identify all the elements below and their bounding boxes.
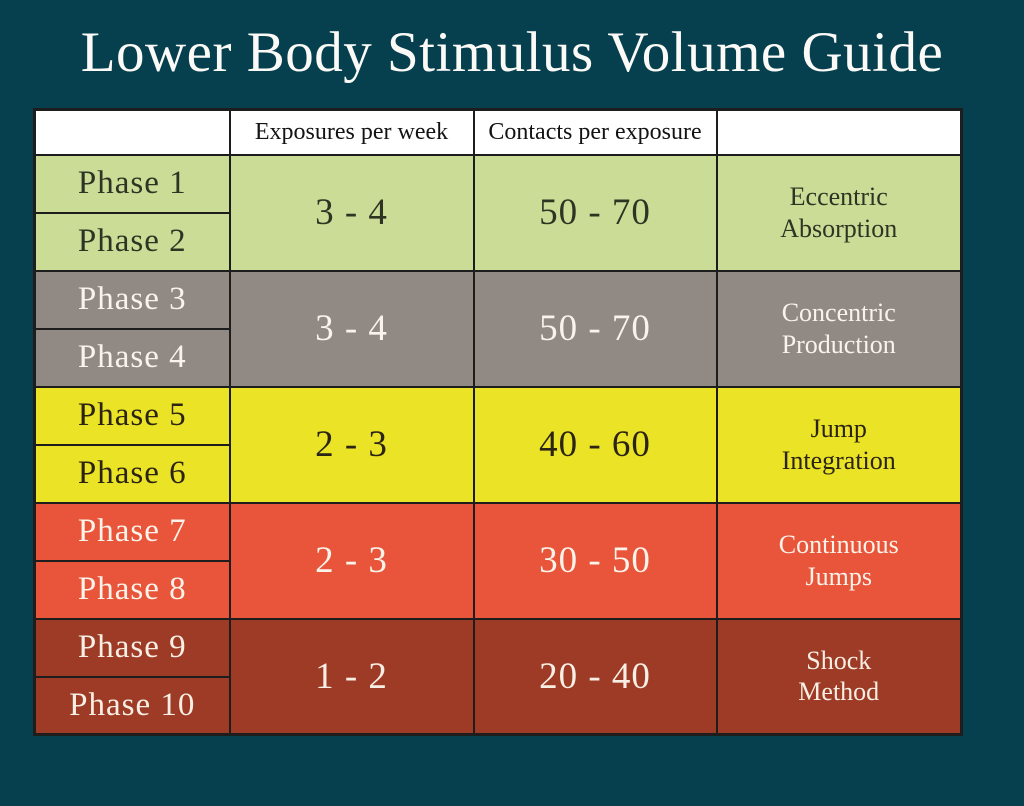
phase-9-cell: Phase 9 bbox=[33, 617, 231, 678]
group-5-method-line-1: Shock bbox=[806, 646, 872, 676]
phase-7-cell: Phase 7 bbox=[33, 501, 231, 562]
group-1-method-line-1: Eccentric bbox=[789, 182, 888, 212]
header-contacts-per-exposure: Contacts per exposure bbox=[472, 108, 718, 156]
group-5-exposures-cell: 1 - 2 bbox=[228, 617, 475, 736]
group-1-exposures-cell: 3 - 4 bbox=[228, 153, 475, 272]
header-method-blank bbox=[715, 108, 963, 156]
group-2-method-cell: Concentric Production bbox=[715, 269, 963, 388]
group-1-row-1: Phase 1 3 - 4 50 - 70 Eccentric Absorpti… bbox=[33, 153, 963, 272]
group-1-contacts-cell: 50 - 70 bbox=[472, 153, 718, 272]
group-3-contacts-cell: 40 - 60 bbox=[472, 385, 718, 504]
phase-5-cell: Phase 5 bbox=[33, 385, 231, 446]
volume-guide-table: Exposures per week Contacts per exposure… bbox=[33, 108, 963, 736]
phase-3-cell: Phase 3 bbox=[33, 269, 231, 330]
group-1-method-line-2: Absorption bbox=[780, 213, 898, 243]
group-5-method-cell: Shock Method bbox=[715, 617, 963, 736]
phase-6-cell: Phase 6 bbox=[33, 443, 231, 504]
group-2-row-1: Phase 3 3 - 4 50 - 70 Concentric Product… bbox=[33, 269, 963, 388]
header-exposures-per-week: Exposures per week bbox=[228, 108, 475, 156]
phase-1-cell: Phase 1 bbox=[33, 153, 231, 214]
group-3-method-cell: Jump Integration bbox=[715, 385, 963, 504]
group-3-method-line-1: Jump bbox=[810, 414, 867, 444]
phase-10-cell: Phase 10 bbox=[33, 675, 231, 736]
group-5-method-line-2: Method bbox=[798, 677, 880, 707]
phase-4-cell: Phase 4 bbox=[33, 327, 231, 388]
group-4-method-cell: Continuous Jumps bbox=[715, 501, 963, 620]
page-title: Lower Body Stimulus Volume Guide bbox=[80, 21, 944, 84]
phase-8-cell: Phase 8 bbox=[33, 559, 231, 620]
group-1-method-cell: Eccentric Absorption bbox=[715, 153, 963, 272]
header-phase-blank bbox=[33, 108, 231, 156]
group-3-row-1: Phase 5 2 - 3 40 - 60 Jump Integration bbox=[33, 385, 963, 504]
group-2-exposures-cell: 3 - 4 bbox=[228, 269, 475, 388]
group-5-row-1: Phase 9 1 - 2 20 - 40 Shock Method bbox=[33, 617, 963, 736]
group-4-contacts-cell: 30 - 50 bbox=[472, 501, 718, 620]
group-3-exposures-cell: 2 - 3 bbox=[228, 385, 475, 504]
group-4-method-line-1: Continuous bbox=[778, 530, 899, 560]
group-2-contacts-cell: 50 - 70 bbox=[472, 269, 718, 388]
group-5-contacts-cell: 20 - 40 bbox=[472, 617, 718, 736]
phase-2-cell: Phase 2 bbox=[33, 211, 231, 272]
group-4-method-line-2: Jumps bbox=[805, 561, 872, 591]
group-2-method-line-1: Concentric bbox=[781, 298, 896, 328]
group-2-method-line-2: Production bbox=[781, 329, 896, 359]
group-4-exposures-cell: 2 - 3 bbox=[228, 501, 475, 620]
group-3-method-line-2: Integration bbox=[781, 445, 896, 475]
table-header-row: Exposures per week Contacts per exposure bbox=[33, 108, 963, 156]
group-4-row-1: Phase 7 2 - 3 30 - 50 Continuous Jumps bbox=[33, 501, 963, 620]
